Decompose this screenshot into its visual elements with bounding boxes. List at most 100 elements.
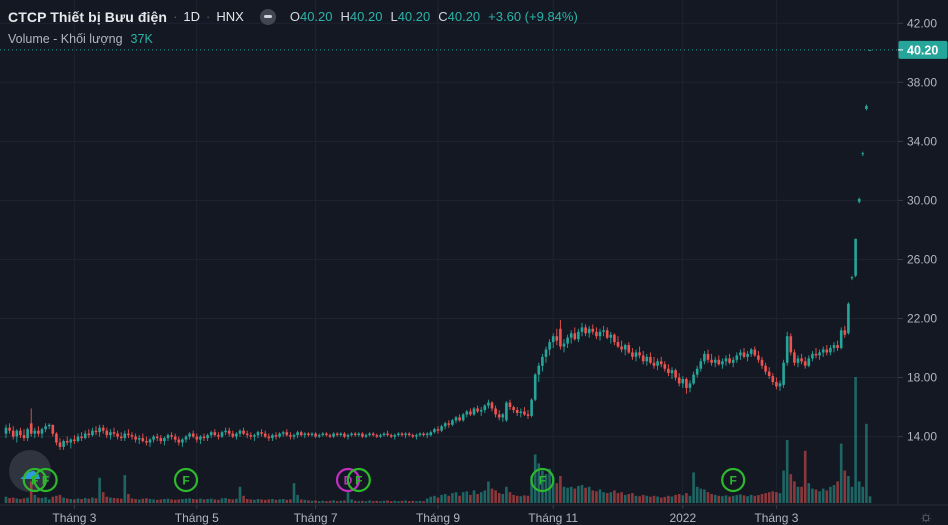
volume-bar <box>523 495 526 503</box>
volume-bar <box>155 499 159 503</box>
candle-body <box>33 430 37 434</box>
volume-bar <box>483 490 487 503</box>
event-marker-F[interactable]: F <box>173 467 199 493</box>
candle-body <box>577 331 580 340</box>
candle-body <box>217 435 220 437</box>
candle-body <box>253 435 256 437</box>
volume-bar <box>127 494 130 503</box>
candle-body <box>429 432 433 436</box>
volume-bar <box>713 494 717 503</box>
candle-body <box>735 355 739 360</box>
volume-bar <box>364 501 368 503</box>
candle-body <box>670 370 674 374</box>
volume-bar <box>454 492 458 503</box>
volume-bar <box>415 501 418 503</box>
candle-body <box>685 379 688 388</box>
candle-body <box>415 435 418 437</box>
candle-body <box>584 327 587 334</box>
volume-bar <box>407 501 411 503</box>
candle-body <box>706 353 710 360</box>
theme-toggle-sun-icon[interactable]: ☼ <box>919 509 933 525</box>
volume-bar <box>793 481 796 503</box>
time-axis[interactable]: Tháng 3 Tháng 5 Tháng 7 Tháng 9 Tháng 11 2022… <box>0 504 948 525</box>
volume-bar <box>4 496 8 503</box>
volume-bar <box>263 499 267 503</box>
price-tick-label: 30.00 <box>907 193 937 207</box>
volume-bar <box>429 496 433 503</box>
candle-body <box>847 303 850 334</box>
candle-body <box>580 327 584 332</box>
volume-bar <box>152 499 155 503</box>
candle-body <box>713 359 717 363</box>
volume-bar <box>55 495 58 503</box>
volume-bar <box>677 494 681 503</box>
candle-body <box>213 432 217 436</box>
volume-bar <box>350 499 353 503</box>
volume-bar <box>620 492 623 503</box>
candle-body <box>343 433 346 437</box>
candle-body <box>155 436 159 439</box>
volume-bar <box>562 486 566 503</box>
volume-bar <box>623 494 627 503</box>
collapse-legend-icon[interactable] <box>259 8 276 25</box>
high-value: 40.20 <box>349 9 383 24</box>
candle-body <box>87 433 91 436</box>
symbol-name[interactable]: CTCP Thiết bị Bưu điện <box>8 8 168 25</box>
candle-body <box>51 424 55 434</box>
open-value: 40.20 <box>299 9 333 24</box>
candle-body <box>407 433 411 436</box>
candle-body <box>613 334 616 343</box>
candle-body <box>695 368 699 375</box>
candle-body <box>274 435 278 437</box>
candle-body <box>850 277 854 279</box>
volume-bar <box>494 490 497 503</box>
candle-body <box>638 352 641 356</box>
volume-bar <box>433 495 436 503</box>
event-marker-F[interactable]: F <box>33 467 58 493</box>
candle-body <box>451 420 454 425</box>
volume-bar <box>15 498 19 503</box>
candle-body <box>454 417 458 421</box>
price-axis[interactable]: 42.00 38.00 34.00 30.00 26.00 22.00 18.00 14.00… <box>897 0 948 525</box>
candle-body <box>800 358 803 362</box>
candle-body <box>325 433 328 436</box>
volume-bar <box>796 486 800 503</box>
volume-bar <box>857 481 861 503</box>
candle-body <box>497 414 501 418</box>
time-tick-label: 2022 <box>669 511 696 525</box>
candle-body <box>598 331 602 337</box>
volume-bar <box>51 496 55 503</box>
volume-bar <box>184 498 188 503</box>
volume-bar <box>609 492 613 503</box>
event-marker-F[interactable]: F <box>530 467 555 493</box>
volume-indicator-value: 37K <box>130 31 153 46</box>
candle-body <box>181 439 184 443</box>
volume-bar <box>739 494 742 503</box>
interval-value[interactable]: 1D <box>183 9 201 24</box>
volume-bar <box>861 486 865 503</box>
time-tick-label: Tháng 9 <box>416 511 460 525</box>
candle-body <box>321 433 325 436</box>
volume-bar <box>317 501 321 503</box>
volume-bar <box>602 492 605 503</box>
volume-bar <box>213 499 217 503</box>
volume-bar <box>649 496 652 503</box>
event-marker-F[interactable]: F <box>721 467 746 493</box>
volume-bar <box>559 476 562 503</box>
volume-bar <box>461 492 465 503</box>
volume-bar <box>749 494 753 503</box>
candle-body <box>433 429 436 433</box>
volume-bar <box>346 492 350 503</box>
candle-body <box>764 365 767 372</box>
candle-body <box>267 436 271 439</box>
candle-body <box>317 435 321 437</box>
volume-bar <box>69 499 73 503</box>
volume-bar <box>379 501 382 503</box>
volume-bar <box>850 486 854 503</box>
candle-body <box>645 356 649 362</box>
volume-indicator-label[interactable]: Volume - Khối lượng <box>8 31 123 46</box>
event-marker-F[interactable]: F <box>346 467 371 493</box>
volume-bar <box>508 492 512 503</box>
